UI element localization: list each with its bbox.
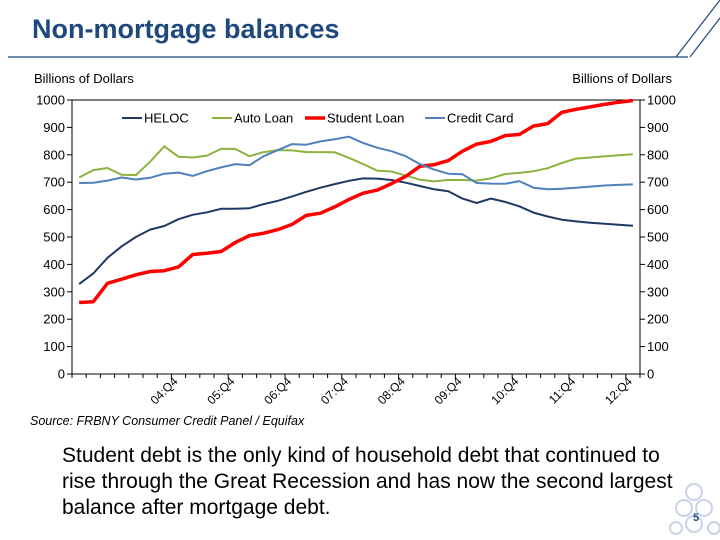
slide-body-text: Student debt is the only kind of househo… — [62, 444, 673, 519]
left-axis-unit: Billions of Dollars — [34, 71, 134, 86]
decorative-ornament-icon — [669, 483, 720, 535]
legend-label: Student Loan — [327, 111, 404, 126]
corner-line-lower — [689, 17, 720, 58]
right-axis-unit: Billions of Dollars — [572, 71, 672, 86]
y-tick-label-right: 200 — [647, 312, 669, 327]
legend-label: Auto Loan — [234, 111, 293, 126]
page-number: 5 — [693, 512, 700, 524]
series-line-student-loan — [79, 98, 634, 305]
y-tick-label-left: 500 — [43, 230, 65, 245]
x-tick-label: 05:Q4 — [204, 374, 237, 407]
x-tick-label: 09:Q4 — [432, 374, 465, 407]
x-tick-label: 06:Q4 — [261, 374, 294, 407]
series-line-credit-card — [79, 135, 633, 191]
y-tick-label-right: 700 — [647, 175, 669, 190]
source-note: Source: FRBNY Consumer Credit Panel / Eq… — [30, 414, 305, 428]
y-tick-label-left: 100 — [43, 339, 65, 354]
plot-frame — [71, 99, 641, 375]
x-tick-label: 10:Q4 — [488, 374, 521, 407]
y-tick-label-left: 800 — [43, 147, 65, 162]
x-tick-label: 08:Q4 — [375, 374, 408, 407]
x-tick-label: 12:Q4 — [602, 374, 635, 407]
y-tick-label-left: 0 — [58, 367, 65, 382]
y-tick-label-right: 100 — [647, 339, 669, 354]
series-line-auto-loan — [78, 145, 633, 183]
legend-label: Credit Card — [447, 111, 513, 126]
y-tick-label-right: 400 — [647, 257, 669, 272]
y-tick-label-right: 600 — [647, 202, 669, 217]
x-tick-label: 11:Q4 — [546, 374, 579, 407]
series-line-heloc — [78, 177, 633, 285]
balances-line-chart: 0 0 100 100 200 200 300 300 400 400 500 500 600 600 70… — [36, 93, 676, 408]
y-tick-label-left: 400 — [43, 257, 65, 272]
y-tick-label-right: 900 — [647, 120, 669, 135]
y-tick-label-right: 0 — [647, 367, 654, 382]
x-tick-label: 04:Q4 — [148, 374, 181, 407]
slide-title: Non-mortgage balances — [32, 14, 340, 44]
header-decoration — [8, 0, 720, 58]
y-tick-label-left: 200 — [43, 312, 65, 327]
y-tick-label-left: 1000 — [36, 93, 65, 108]
legend-label: HELOC — [144, 111, 189, 126]
y-tick-label-right: 500 — [647, 230, 669, 245]
x-tick-label: 07:Q4 — [318, 374, 351, 407]
y-tick-label-left: 600 — [43, 202, 65, 217]
y-tick-label-left: 700 — [43, 175, 65, 190]
y-tick-label-left: 900 — [43, 120, 65, 135]
y-tick-label-right: 1000 — [647, 93, 676, 108]
y-tick-label-right: 800 — [647, 147, 669, 162]
corner-line-upper — [675, 0, 720, 58]
y-tick-label-left: 300 — [43, 284, 65, 299]
y-tick-label-right: 300 — [647, 284, 669, 299]
